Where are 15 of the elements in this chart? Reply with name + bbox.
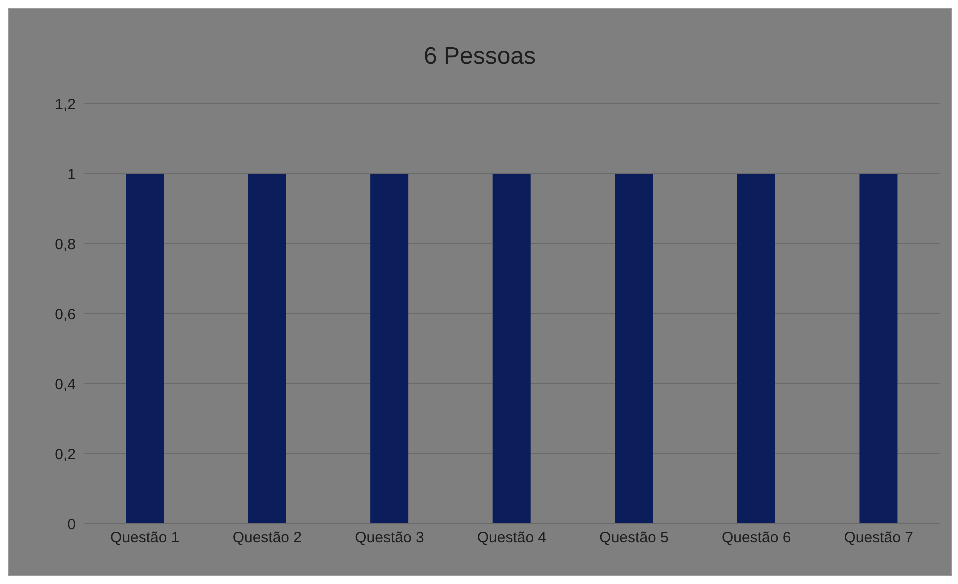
y-tick-label: 0 (68, 516, 76, 534)
x-tick-label: Questão 3 (355, 530, 424, 547)
y-tick-label: 0,6 (55, 306, 76, 324)
x-tick-label: Questão 6 (722, 530, 792, 547)
chart-title: 6 Pessoas (422, 43, 538, 71)
x-tick-label: Questão 7 (844, 530, 914, 547)
y-tick-label: 1,2 (55, 96, 76, 114)
x-tick-label: Questão 4 (477, 530, 547, 547)
y-tick-label: 0,2 (55, 446, 76, 464)
y-tick-label: 1 (68, 166, 76, 184)
x-tick-label: Questão 1 (110, 530, 180, 547)
y-tick-label: 0,4 (55, 376, 76, 394)
y-tick-label: 0,8 (55, 236, 76, 254)
x-tick-label: Questão 2 (232, 530, 302, 547)
x-tick-label: Questão 5 (600, 530, 669, 547)
